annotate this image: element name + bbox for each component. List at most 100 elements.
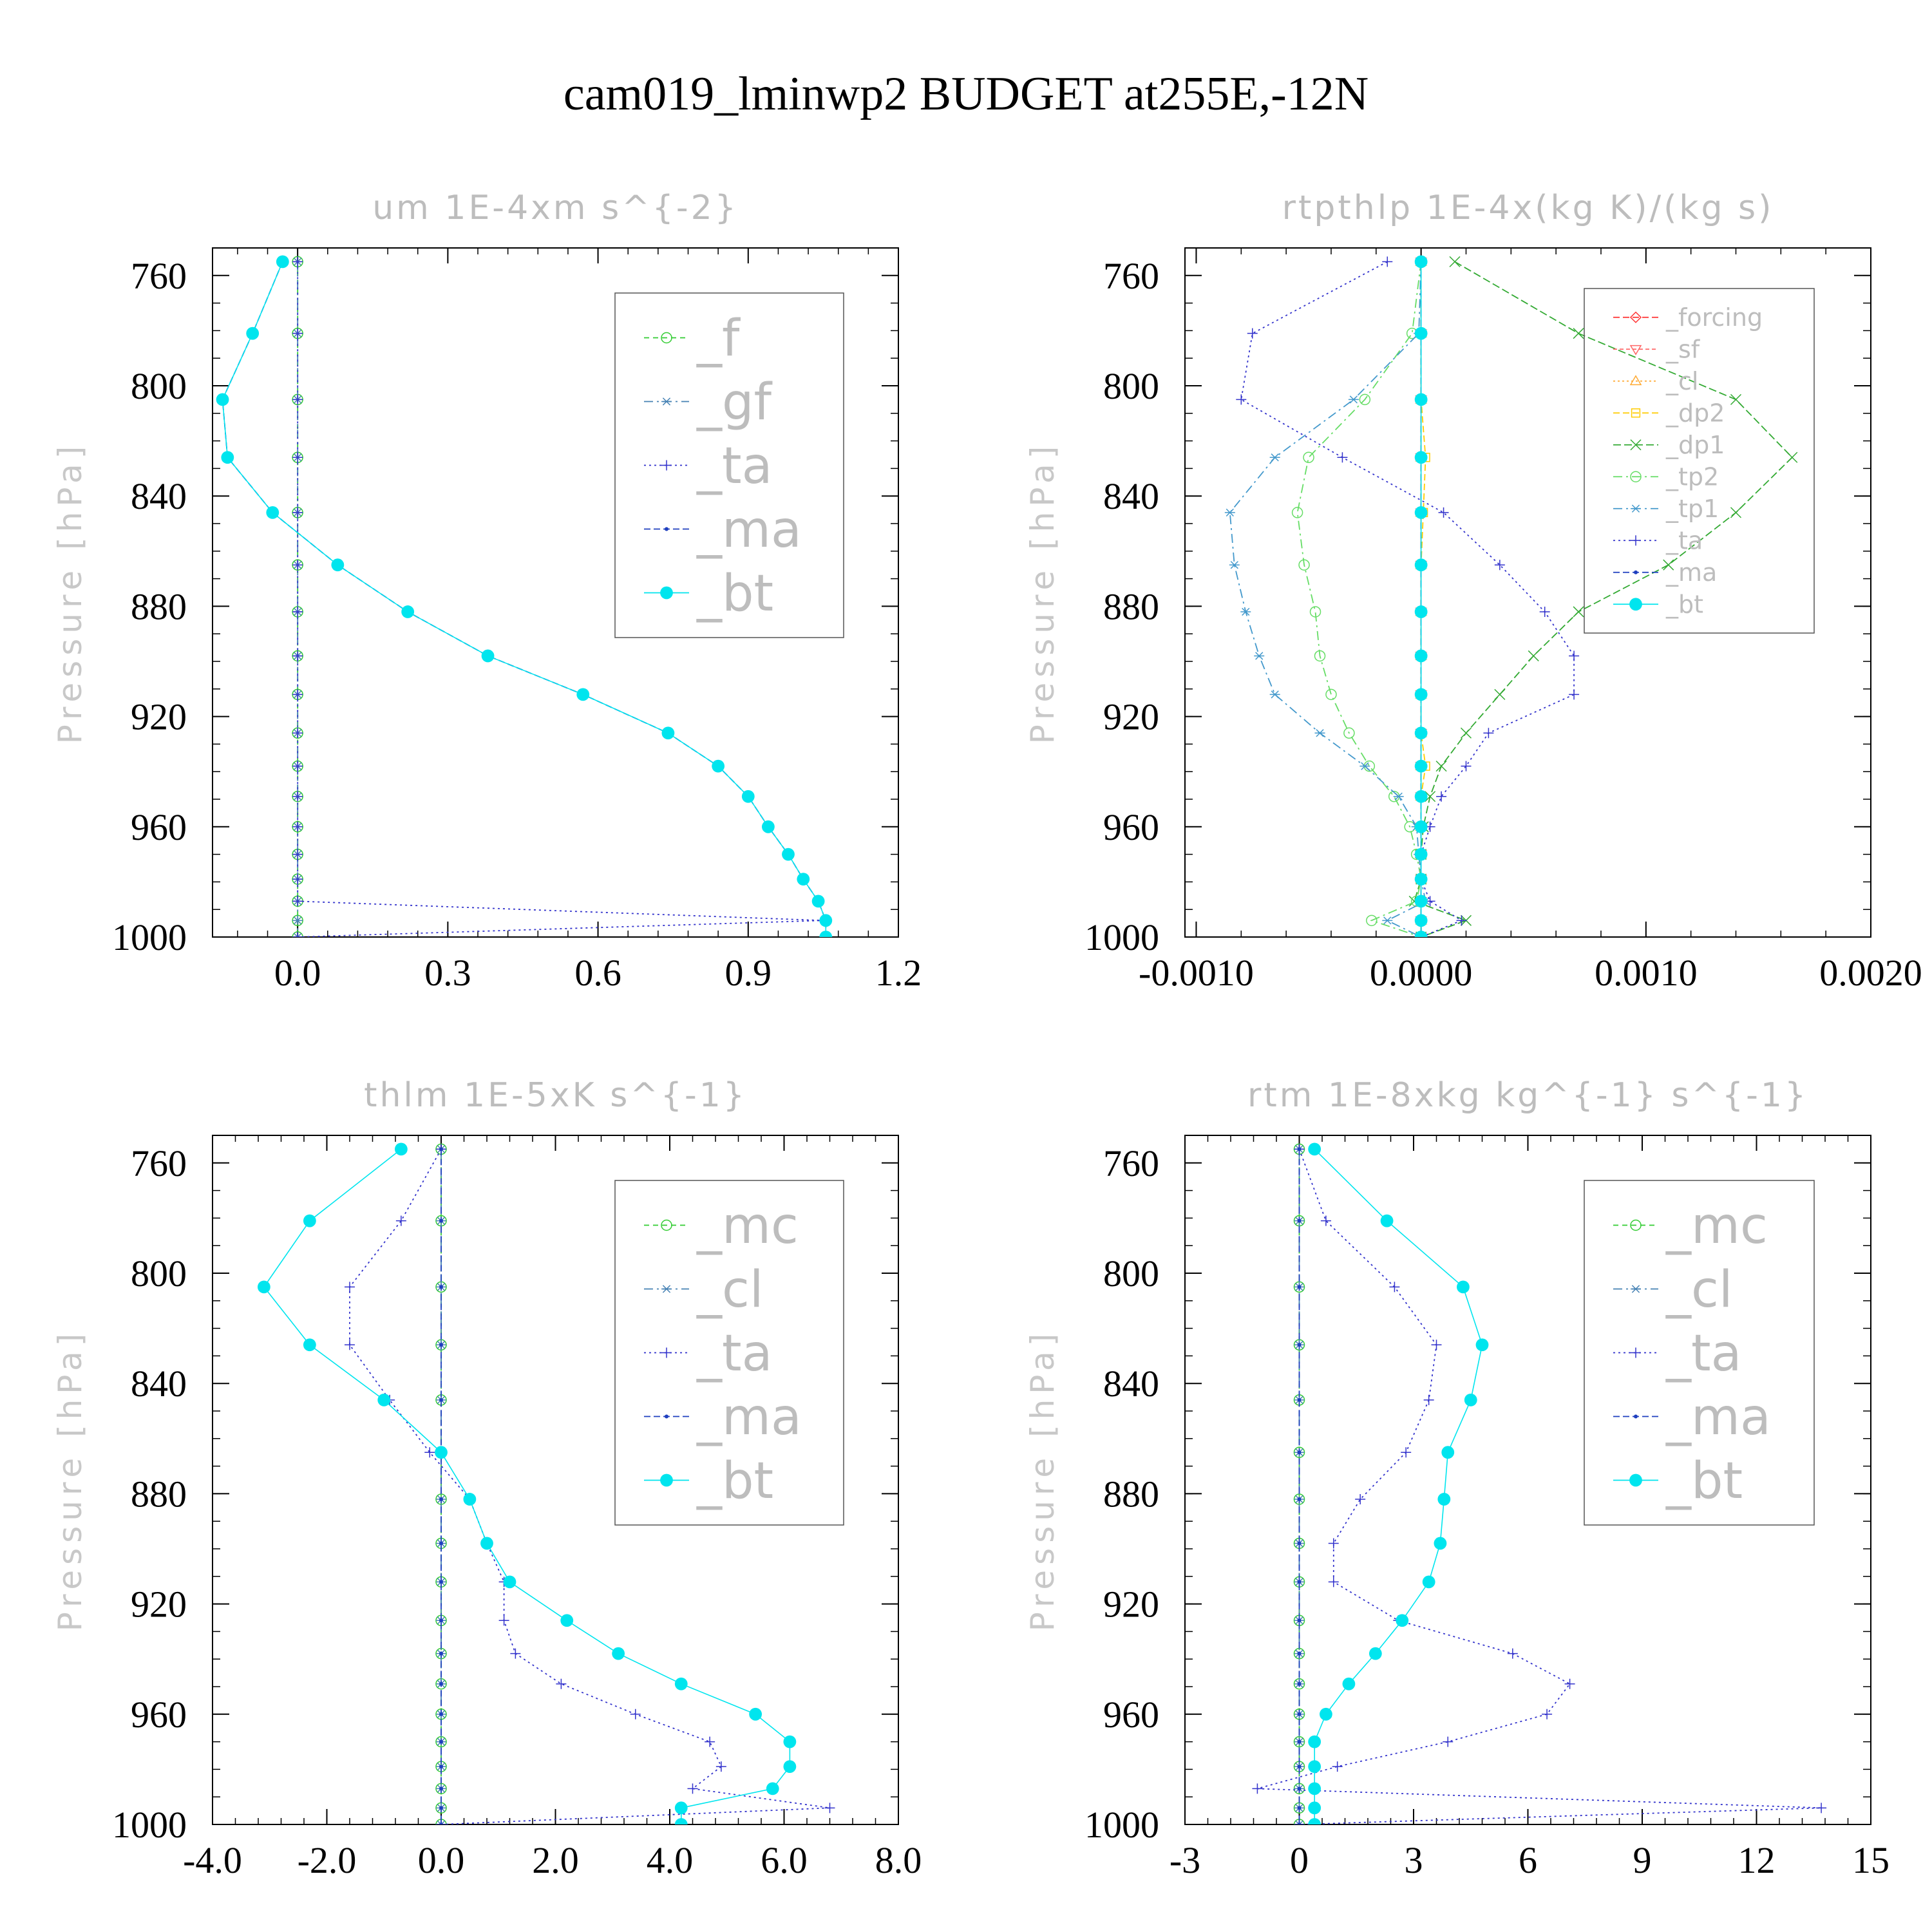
x-tick-label: 0.9 — [725, 952, 772, 994]
legend-box — [1584, 1180, 1815, 1526]
data-point-tp2 — [1343, 727, 1355, 739]
data-point-tp1 — [1224, 508, 1235, 517]
legend-marker — [1629, 598, 1642, 611]
y-tick-label: 840 — [131, 1363, 187, 1405]
data-point-ta — [715, 1761, 726, 1772]
legend-marker — [1630, 471, 1642, 482]
data-point-bt — [1464, 1393, 1477, 1406]
data-point-ta — [1320, 1215, 1331, 1226]
legend-label: _ta — [696, 1325, 772, 1383]
data-point-tp2 — [1359, 393, 1371, 406]
data-point-ma — [439, 1823, 443, 1824]
legend-label: _bt — [696, 565, 773, 623]
y-axis-label: Pressure [hPa] — [52, 1329, 89, 1632]
x-tick-label: 8.0 — [875, 1839, 922, 1881]
legend-label: _cl — [1665, 1261, 1733, 1319]
data-point-tp1 — [1382, 916, 1393, 925]
data-point-ma — [439, 1618, 443, 1623]
y-tick-label: 960 — [1103, 1694, 1159, 1736]
data-point-ta — [556, 1678, 567, 1689]
y-axis-label: Pressure [hPa] — [1024, 1329, 1061, 1632]
data-point-bt — [257, 1280, 270, 1294]
data-point-bt — [221, 451, 234, 464]
data-point-ta — [1438, 507, 1449, 518]
data-point-dp1 — [1730, 507, 1742, 518]
x-tick-label: -4.0 — [183, 1839, 242, 1881]
legend-marker — [665, 1414, 668, 1419]
series-group — [216, 255, 833, 937]
y-axis-label: Pressure [hPa] — [52, 441, 89, 744]
series-group — [1224, 255, 1798, 937]
data-point-tp2 — [1309, 606, 1321, 618]
data-point-tp2 — [1314, 650, 1326, 662]
legend-label: _gf — [696, 374, 773, 431]
panel-title: thlm 1E-5xK s^{-1} — [364, 1076, 747, 1115]
data-point-ta — [1494, 560, 1505, 571]
data-point-bt — [1414, 820, 1428, 833]
data-point-ta — [1423, 1394, 1434, 1405]
legend-label: _sf — [1665, 336, 1701, 364]
data-point-ma — [1297, 1823, 1302, 1824]
data-point-bt — [1414, 506, 1428, 519]
data-point-tp1 — [1393, 792, 1404, 800]
data-point-bt — [1380, 1214, 1394, 1227]
data-point-tp1 — [1254, 652, 1265, 660]
x-tick-label: 1.2 — [875, 952, 922, 994]
data-point-ta — [1252, 1783, 1263, 1794]
data-point-bt — [612, 1647, 625, 1660]
y-tick-label: 920 — [1103, 696, 1159, 738]
legend-box — [614, 1180, 844, 1526]
data-point-bt — [761, 820, 775, 833]
data-point-ta — [292, 791, 303, 802]
data-point-dp1 — [1435, 761, 1447, 772]
data-point-ma — [439, 1651, 443, 1656]
data-point-bt — [783, 1735, 797, 1748]
data-point-tp2 — [1325, 688, 1337, 701]
y-tick-label: 1000 — [112, 1804, 187, 1846]
data-point-cl — [436, 1820, 446, 1824]
data-point-bt — [303, 1338, 316, 1352]
legend-label: _cl — [696, 1261, 764, 1319]
data-point-ma — [1297, 1618, 1302, 1623]
data-point-bt — [712, 759, 725, 773]
legend-label: _ma — [1665, 558, 1717, 587]
legend-label: _bt — [1665, 1452, 1743, 1510]
plot-frame — [1184, 247, 1871, 938]
data-point-bt — [216, 393, 229, 406]
data-point-bt — [481, 649, 495, 663]
data-point-bt — [797, 873, 810, 886]
data-point-ta — [1539, 606, 1550, 617]
data-point-tp1 — [1269, 453, 1280, 462]
y-tick-label: 800 — [1103, 365, 1159, 407]
data-point-dp1 — [1449, 256, 1461, 267]
data-point-bt — [1308, 1760, 1321, 1774]
legend: _forcing _sf _cl _dp2 _dp1 _tp2 _tp1 _ta _ma _bt — [1584, 288, 1815, 634]
data-point-bt — [1414, 327, 1428, 340]
x-tick-label: 6 — [1519, 1839, 1537, 1881]
y-axis-label: Pressure [hPa] — [1024, 441, 1061, 744]
data-point-bt — [1414, 759, 1428, 773]
legend-marker — [661, 397, 672, 406]
data-point-ta — [292, 821, 303, 832]
data-point-bt — [1434, 1537, 1447, 1550]
data-point-dp1 — [1494, 688, 1506, 700]
data-point-bt — [674, 1801, 688, 1815]
data-point-bt — [1414, 873, 1428, 886]
y-tick-label: 840 — [131, 475, 187, 517]
panel-rtm: rtm 1E-8xkg kg^{-1} s^{-1} Pressure [hPa]… — [1024, 1076, 1889, 1881]
panel-title: um 1E-4xm s^{-2} — [372, 189, 739, 227]
legend-marker — [661, 460, 672, 471]
series-line-tp2 — [1296, 261, 1422, 937]
data-point-ma — [439, 1147, 443, 1151]
data-point-bt — [1475, 1338, 1489, 1352]
data-point-bt — [1414, 688, 1428, 701]
data-point-ta — [292, 689, 303, 700]
y-tick-label: 760 — [1103, 255, 1159, 297]
legend-marker — [1631, 408, 1641, 418]
series-line-ta — [1240, 261, 1575, 937]
data-point-ta — [1337, 452, 1348, 463]
data-point-bt — [1308, 1782, 1321, 1795]
data-point-tp1 — [1348, 395, 1359, 404]
data-point-ma — [1297, 1786, 1302, 1791]
